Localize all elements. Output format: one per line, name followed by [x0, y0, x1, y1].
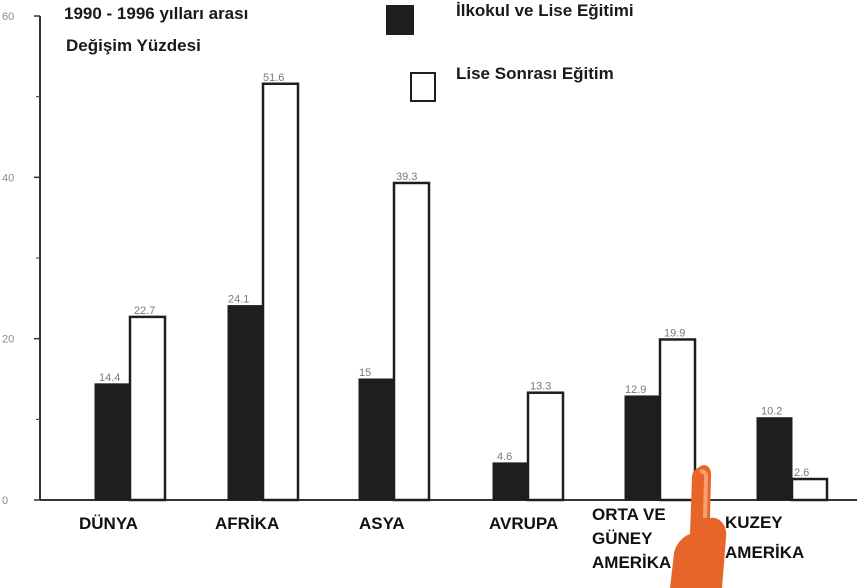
- category-label-line: ORTA VE: [592, 505, 666, 524]
- y-tick-label-60: 60: [2, 11, 14, 23]
- category-label-line: AFRİKA: [215, 514, 280, 533]
- category-label-0: DÜNYA: [79, 512, 138, 536]
- category-label-line: GÜNEY: [592, 529, 653, 548]
- bar-postsecondary-1: [261, 82, 300, 502]
- y-tick-label-20: 20: [2, 334, 14, 346]
- bar-primary-5: [756, 417, 793, 501]
- chart-title-line2: Değişim Yüzdesi: [66, 36, 201, 55]
- bar-primary-2: [358, 378, 395, 501]
- data-label-postsecondary-1: 51.6: [263, 72, 284, 84]
- category-label-line: AVRUPA: [489, 514, 559, 533]
- data-label-postsecondary-3: 13.3: [530, 381, 551, 393]
- data-label-primary-0: 14.4: [99, 372, 120, 384]
- legend-swatch-postsecondary: [410, 72, 436, 102]
- y-tick-label-40: 40: [2, 172, 14, 184]
- category-label-line: ASYA: [359, 514, 405, 533]
- data-label-primary-4: 12.9: [625, 384, 646, 396]
- legend-label-primary: İlkokul ve Lise Eğitimi: [456, 1, 634, 20]
- category-label-line: AMERİKA: [725, 543, 805, 562]
- category-label-2: ASYA: [359, 512, 405, 536]
- y-tick-label-0: 0: [2, 495, 8, 507]
- data-label-postsecondary-2: 39.3: [396, 171, 417, 183]
- bar-primary-4: [624, 395, 661, 501]
- data-label-primary-1: 24.1: [228, 294, 249, 306]
- bar-postsecondary-5: [790, 477, 829, 502]
- category-label-1: AFRİKA: [215, 512, 279, 536]
- category-label-3: AVRUPA: [489, 512, 558, 536]
- chart-title-line1: 1990 - 1996 yılları arası: [64, 4, 249, 23]
- bar-primary-1: [227, 305, 264, 501]
- data-label-postsecondary-5: 2.6: [794, 467, 809, 479]
- legend-label-postsecondary: Lise Sonrası Eğitim: [456, 64, 614, 83]
- bar-postsecondary-2: [392, 181, 431, 502]
- category-label-5: KUZEY AMERİKA: [725, 503, 804, 565]
- category-label-line: DÜNYA: [79, 514, 138, 533]
- category-label-line: AMERİKA: [592, 553, 672, 572]
- bar-postsecondary-4: [658, 338, 697, 502]
- bar-primary-0: [94, 383, 131, 501]
- bars: 14.4 22.7 24.1 51.6 15 39.3 4.6 13.3 12.9 19.9 10.…: [94, 72, 829, 502]
- data-label-primary-2: 15: [359, 367, 371, 379]
- data-label-primary-5: 10.2: [761, 406, 782, 418]
- bar-primary-3: [492, 462, 529, 501]
- bar-postsecondary-3: [526, 391, 565, 502]
- data-label-postsecondary-4: 19.9: [664, 327, 685, 339]
- data-label-primary-3: 4.6: [497, 451, 512, 463]
- category-label-4: ORTA VE GÜNEY AMERİKA: [592, 503, 671, 575]
- data-label-postsecondary-0: 22.7: [134, 305, 155, 317]
- bar-postsecondary-0: [128, 315, 167, 502]
- legend-swatch-primary: [386, 5, 414, 35]
- category-label-line: KUZEY: [725, 513, 783, 532]
